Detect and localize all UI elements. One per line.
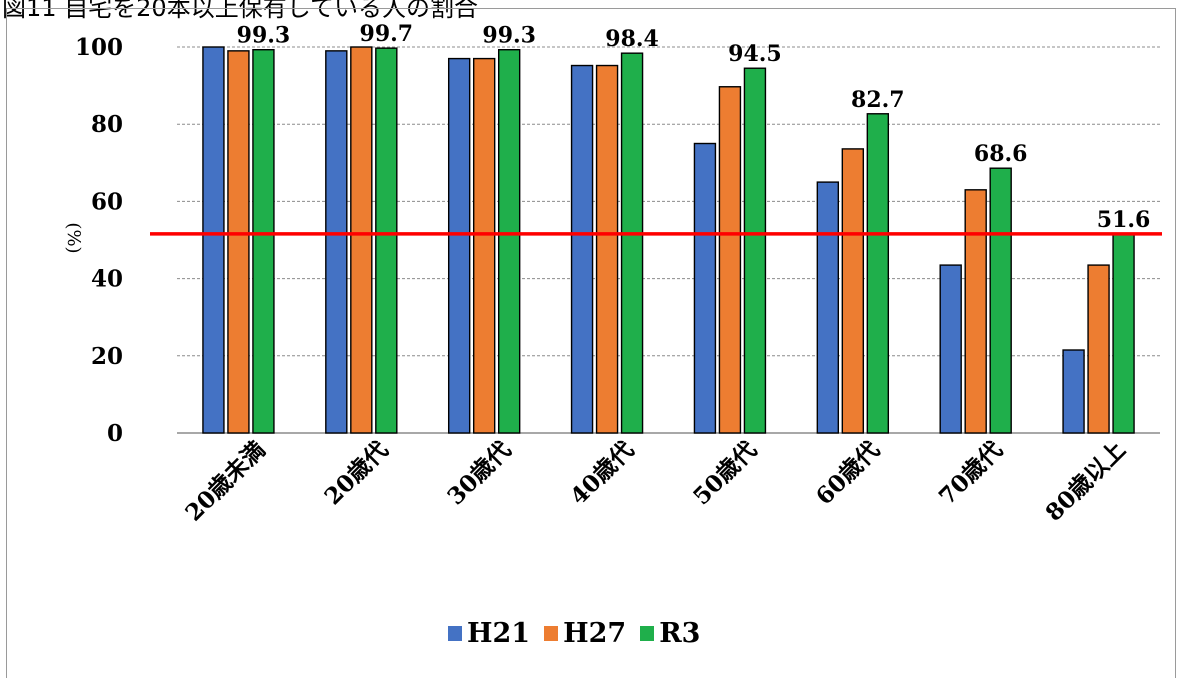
legend-item-r3: R3 bbox=[640, 618, 700, 649]
bar-h21-4 bbox=[693, 142, 717, 434]
data-label: 68.6 bbox=[974, 141, 1028, 167]
y-tick-label: 100 bbox=[75, 34, 123, 61]
bar-h27-3 bbox=[595, 64, 619, 434]
x-tick-label: 60歳代 bbox=[811, 436, 885, 510]
bar-r3-7 bbox=[1112, 233, 1135, 434]
x-tick-label: 40歳代 bbox=[565, 436, 639, 510]
bar-h21-1 bbox=[325, 50, 348, 434]
bar-r3-5 bbox=[866, 113, 890, 434]
legend: H21 H27 R3 bbox=[448, 618, 700, 649]
x-tick-label: 70歳代 bbox=[934, 436, 1008, 510]
bar-h27-2 bbox=[472, 57, 496, 434]
page-title: 図11 自宅を20本以上保有している人の割合 bbox=[2, 0, 478, 22]
data-label: 99.3 bbox=[237, 23, 291, 49]
bars bbox=[202, 46, 1135, 434]
bar-h27-0 bbox=[227, 50, 250, 434]
y-tick-label: 60 bbox=[91, 188, 123, 215]
y-tick-label: 0 bbox=[107, 420, 123, 447]
data-label: 99.3 bbox=[482, 23, 536, 49]
y-tick-label: 80 bbox=[91, 111, 123, 138]
y-tick-label: 40 bbox=[91, 266, 123, 293]
legend-item-h27: H27 bbox=[544, 618, 626, 649]
bar-h27-4 bbox=[718, 86, 742, 434]
legend-label: H27 bbox=[563, 618, 627, 649]
chart-frame bbox=[6, 8, 1176, 678]
bar-h21-6 bbox=[939, 264, 962, 434]
x-tick-label: 50歳代 bbox=[688, 436, 762, 510]
bar-h27-1 bbox=[350, 46, 373, 434]
legend-label: R3 bbox=[659, 618, 701, 649]
legend-swatch bbox=[448, 626, 462, 641]
bar-h21-7 bbox=[1062, 349, 1085, 434]
data-label: 98.4 bbox=[605, 26, 659, 52]
legend-swatch bbox=[544, 626, 559, 641]
bar-r3-4 bbox=[743, 67, 767, 434]
legend-item-h21: H21 bbox=[448, 618, 530, 649]
legend-label: H21 bbox=[467, 618, 531, 649]
y-tick-label: 20 bbox=[91, 343, 123, 370]
data-label: 82.7 bbox=[851, 87, 905, 113]
x-tick-label: 30歳代 bbox=[442, 436, 516, 510]
bar-h21-3 bbox=[570, 64, 594, 434]
data-label: 51.6 bbox=[1097, 207, 1151, 233]
category-labels: 20歳未満 20歳代 30歳代 40歳代 50歳代 60歳代 70歳代 80歳以上 bbox=[180, 436, 1131, 527]
data-labels: 99.3 99.7 99.3 98.4 94.5 82.7 68.6 51.6 bbox=[237, 21, 1151, 233]
bar-h27-7 bbox=[1087, 264, 1110, 434]
legend-swatch bbox=[640, 626, 655, 641]
grid-lines bbox=[177, 46, 1160, 357]
x-tick-label: 80歳以上 bbox=[1040, 436, 1131, 527]
bar-r3-0 bbox=[252, 49, 275, 434]
x-tick-label: 20歳代 bbox=[319, 436, 393, 510]
bar-h27-5 bbox=[841, 148, 865, 434]
bar-h21-0 bbox=[202, 46, 225, 434]
y-axis-label: (%) bbox=[63, 222, 84, 253]
data-label: 99.7 bbox=[360, 21, 414, 47]
bar-h27-6 bbox=[964, 189, 987, 434]
bar-r3-3 bbox=[620, 52, 644, 434]
bar-r3-1 bbox=[375, 47, 398, 434]
bar-h21-2 bbox=[447, 57, 471, 434]
bar-r3-2 bbox=[497, 49, 521, 434]
bar-h21-5 bbox=[816, 181, 840, 434]
bar-r3-6 bbox=[989, 167, 1012, 434]
data-label: 94.5 bbox=[728, 41, 782, 67]
x-tick-label: 20歳未満 bbox=[180, 436, 271, 527]
